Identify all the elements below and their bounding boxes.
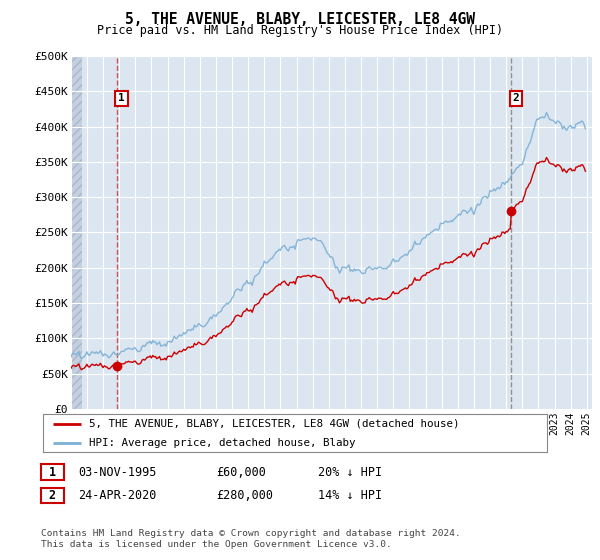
Text: 5, THE AVENUE, BLABY, LEICESTER, LE8 4GW: 5, THE AVENUE, BLABY, LEICESTER, LE8 4GW [125,12,475,27]
Bar [71,56,82,409]
Text: 14% ↓ HPI: 14% ↓ HPI [318,489,382,502]
Text: 24-APR-2020: 24-APR-2020 [78,489,157,502]
Text: Price paid vs. HM Land Registry's House Price Index (HPI): Price paid vs. HM Land Registry's House … [97,24,503,36]
Text: HPI: Average price, detached house, Blaby: HPI: Average price, detached house, Blab… [89,438,355,448]
Text: This data is licensed under the Open Government Licence v3.0.: This data is licensed under the Open Gov… [41,540,392,549]
Text: Contains HM Land Registry data © Crown copyright and database right 2024.: Contains HM Land Registry data © Crown c… [41,529,461,538]
Text: £280,000: £280,000 [216,489,273,502]
Text: 1: 1 [49,465,56,479]
Text: 2: 2 [512,94,520,104]
Text: 03-NOV-1995: 03-NOV-1995 [78,465,157,479]
Text: 1: 1 [118,94,125,104]
Text: 20% ↓ HPI: 20% ↓ HPI [318,465,382,479]
Text: 5, THE AVENUE, BLABY, LEICESTER, LE8 4GW (detached house): 5, THE AVENUE, BLABY, LEICESTER, LE8 4GW… [89,419,459,429]
Text: 2: 2 [49,489,56,502]
Text: £60,000: £60,000 [216,465,266,479]
